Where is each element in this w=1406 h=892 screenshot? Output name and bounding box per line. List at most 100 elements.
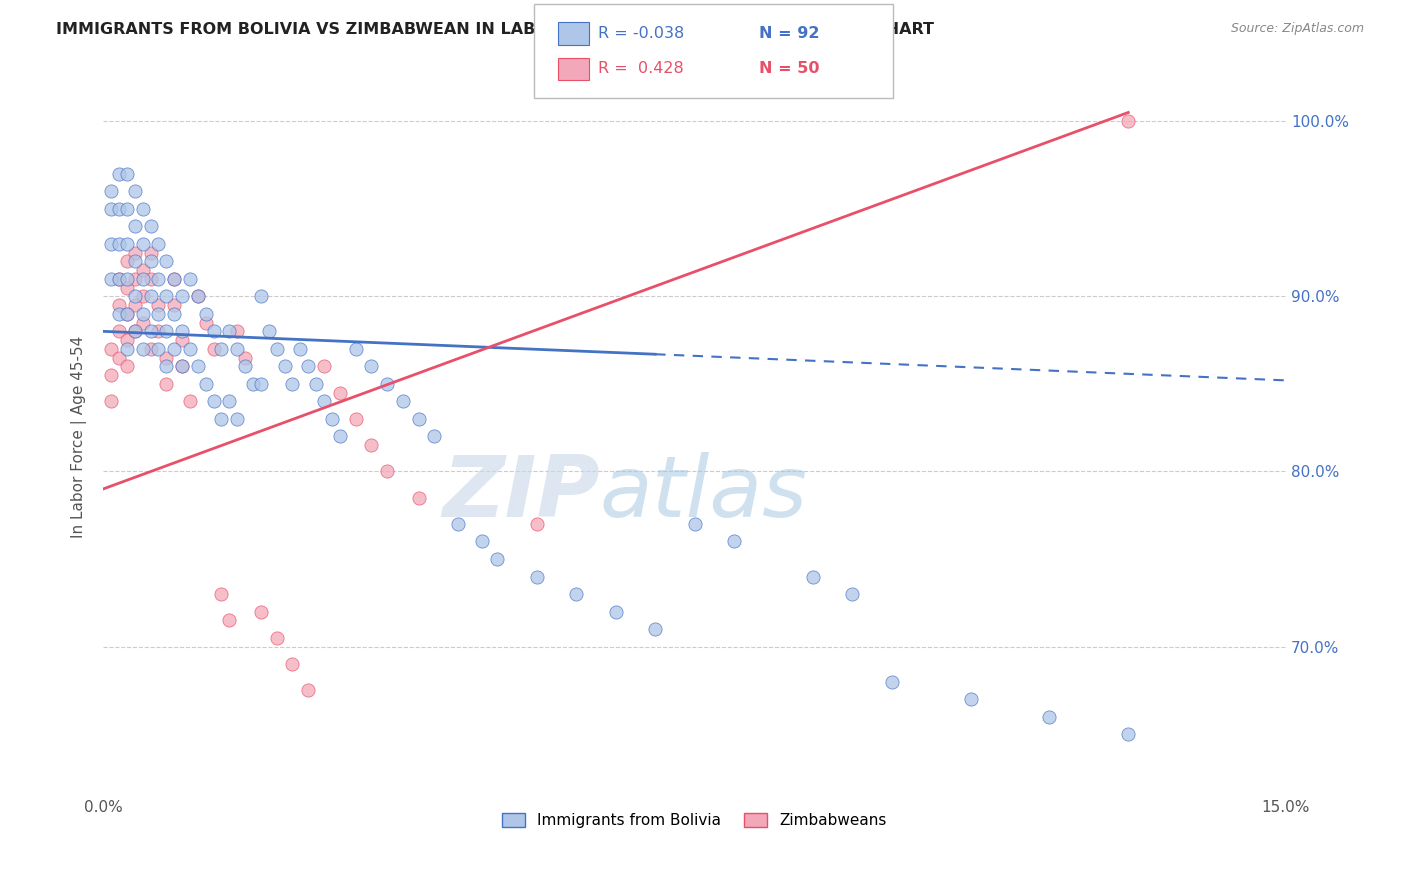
Point <box>211 412 233 426</box>
Point <box>290 342 312 356</box>
Point <box>683 516 706 531</box>
Point <box>471 534 494 549</box>
Point <box>100 272 122 286</box>
Point <box>194 307 217 321</box>
Point <box>187 359 209 374</box>
Point <box>273 359 295 374</box>
Point <box>131 236 153 251</box>
Point <box>108 307 131 321</box>
Point <box>723 534 745 549</box>
Point <box>187 289 209 303</box>
Point <box>124 324 146 338</box>
Point <box>108 351 131 365</box>
Point <box>163 272 186 286</box>
Point <box>170 324 193 338</box>
Text: ZIP: ZIP <box>443 452 600 535</box>
Point <box>124 254 146 268</box>
Point <box>139 342 162 356</box>
Point <box>100 394 122 409</box>
Point <box>148 298 170 312</box>
Point <box>423 429 446 443</box>
Point <box>250 605 273 619</box>
Point <box>163 342 186 356</box>
Point <box>447 516 470 531</box>
Point <box>155 324 177 338</box>
Point <box>139 219 162 234</box>
Point <box>115 236 138 251</box>
Point <box>344 342 367 356</box>
Point <box>281 376 304 391</box>
Point <box>124 298 146 312</box>
Point <box>565 587 588 601</box>
Point <box>148 236 170 251</box>
Point <box>202 342 225 356</box>
Point <box>187 289 209 303</box>
Point <box>202 324 225 338</box>
Point <box>392 394 415 409</box>
Text: N = 92: N = 92 <box>759 26 820 40</box>
Text: N = 50: N = 50 <box>759 62 820 76</box>
Point <box>131 307 153 321</box>
Point <box>218 394 240 409</box>
Point <box>155 351 177 365</box>
Point <box>139 272 162 286</box>
Point <box>100 184 122 198</box>
Point <box>211 587 233 601</box>
Point <box>329 429 352 443</box>
Point <box>360 438 382 452</box>
Point <box>880 674 903 689</box>
Point <box>179 272 201 286</box>
Point <box>801 569 824 583</box>
Point <box>108 272 131 286</box>
Legend: Immigrants from Bolivia, Zimbabweans: Immigrants from Bolivia, Zimbabweans <box>496 807 893 834</box>
Point <box>115 333 138 347</box>
Point <box>131 202 153 216</box>
Point <box>841 587 863 601</box>
Point <box>124 219 146 234</box>
Point <box>170 289 193 303</box>
Text: atlas: atlas <box>600 452 808 535</box>
Point <box>115 202 138 216</box>
Point <box>148 272 170 286</box>
Point <box>644 622 666 636</box>
Point <box>312 394 335 409</box>
Point <box>139 254 162 268</box>
Point <box>155 289 177 303</box>
Point <box>375 376 398 391</box>
Point <box>155 359 177 374</box>
Point <box>108 324 131 338</box>
Point <box>100 236 122 251</box>
Point <box>115 254 138 268</box>
Point <box>297 683 319 698</box>
Point <box>408 412 430 426</box>
Point <box>124 289 146 303</box>
Point <box>194 316 217 330</box>
Point <box>526 516 548 531</box>
Point <box>155 376 177 391</box>
Point <box>115 272 138 286</box>
Point <box>179 342 201 356</box>
Point <box>100 342 122 356</box>
Text: R =  0.428: R = 0.428 <box>598 62 683 76</box>
Text: R = -0.038: R = -0.038 <box>598 26 683 40</box>
Point <box>124 272 146 286</box>
Point <box>108 298 131 312</box>
Point <box>108 236 131 251</box>
Point <box>526 569 548 583</box>
Point <box>131 263 153 277</box>
Point <box>148 324 170 338</box>
Point <box>218 613 240 627</box>
Point <box>257 324 280 338</box>
Point <box>1116 114 1139 128</box>
Point <box>163 298 186 312</box>
Point <box>115 359 138 374</box>
Point <box>108 167 131 181</box>
Point <box>115 307 138 321</box>
Point <box>486 552 509 566</box>
Point <box>115 280 138 294</box>
Point <box>170 359 193 374</box>
Point <box>108 272 131 286</box>
Point <box>250 289 273 303</box>
Point <box>202 394 225 409</box>
Point <box>131 289 153 303</box>
